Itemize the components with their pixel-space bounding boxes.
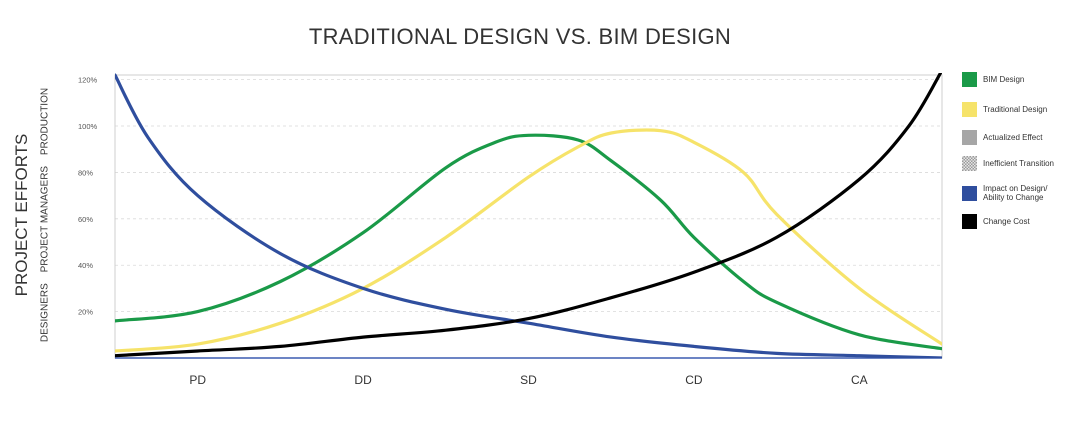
y-tick-label: 40% (78, 261, 93, 270)
legend-swatch (962, 102, 977, 117)
legend-label: Impact on Design/ Ability to Change (983, 184, 1048, 202)
legend-item: Traditional Design (962, 102, 1063, 117)
legend-item: BIM Design (962, 72, 1063, 87)
legend-label: Inefficient Transition (983, 159, 1055, 168)
legend-item: Change Cost (962, 214, 1063, 229)
change-cost-line (115, 73, 942, 358)
legend-item: Inefficient Transition (962, 156, 1063, 171)
legend-label: Traditional Design (983, 105, 1048, 114)
y-tick-label: 120% (78, 76, 98, 85)
chart-title: TRADITIONAL DESIGN VS. BIM DESIGN (308, 24, 732, 49)
x-category-label: PD (189, 373, 206, 387)
x-category-label: CA (851, 373, 868, 387)
y-tick-label: 20% (78, 308, 93, 317)
legend-swatch (962, 130, 977, 145)
legend-swatch (962, 185, 977, 201)
y-tick-label: 100% (78, 122, 98, 131)
y-tick-label: 60% (78, 215, 93, 224)
impact-on-design-line (115, 73, 942, 358)
legend-item: Impact on Design/ Ability to Change (962, 184, 1063, 202)
x-category-label: CD (685, 373, 703, 387)
x-category-label: DD (354, 373, 372, 387)
y-tick-label: 80% (78, 168, 93, 177)
legend-item: Actualized Effect (962, 130, 1063, 145)
legend-label: Actualized Effect (983, 133, 1043, 142)
plot-frame (114, 74, 943, 359)
x-category-label: SD (520, 373, 537, 387)
legend-swatch (962, 72, 977, 87)
bim-design-line (115, 133, 942, 351)
legend-label: BIM Design (983, 75, 1025, 84)
legend-swatch (962, 156, 977, 171)
legend-swatch (962, 214, 977, 229)
traditional-design-line (115, 128, 942, 353)
legend-label: Change Cost (983, 217, 1030, 226)
